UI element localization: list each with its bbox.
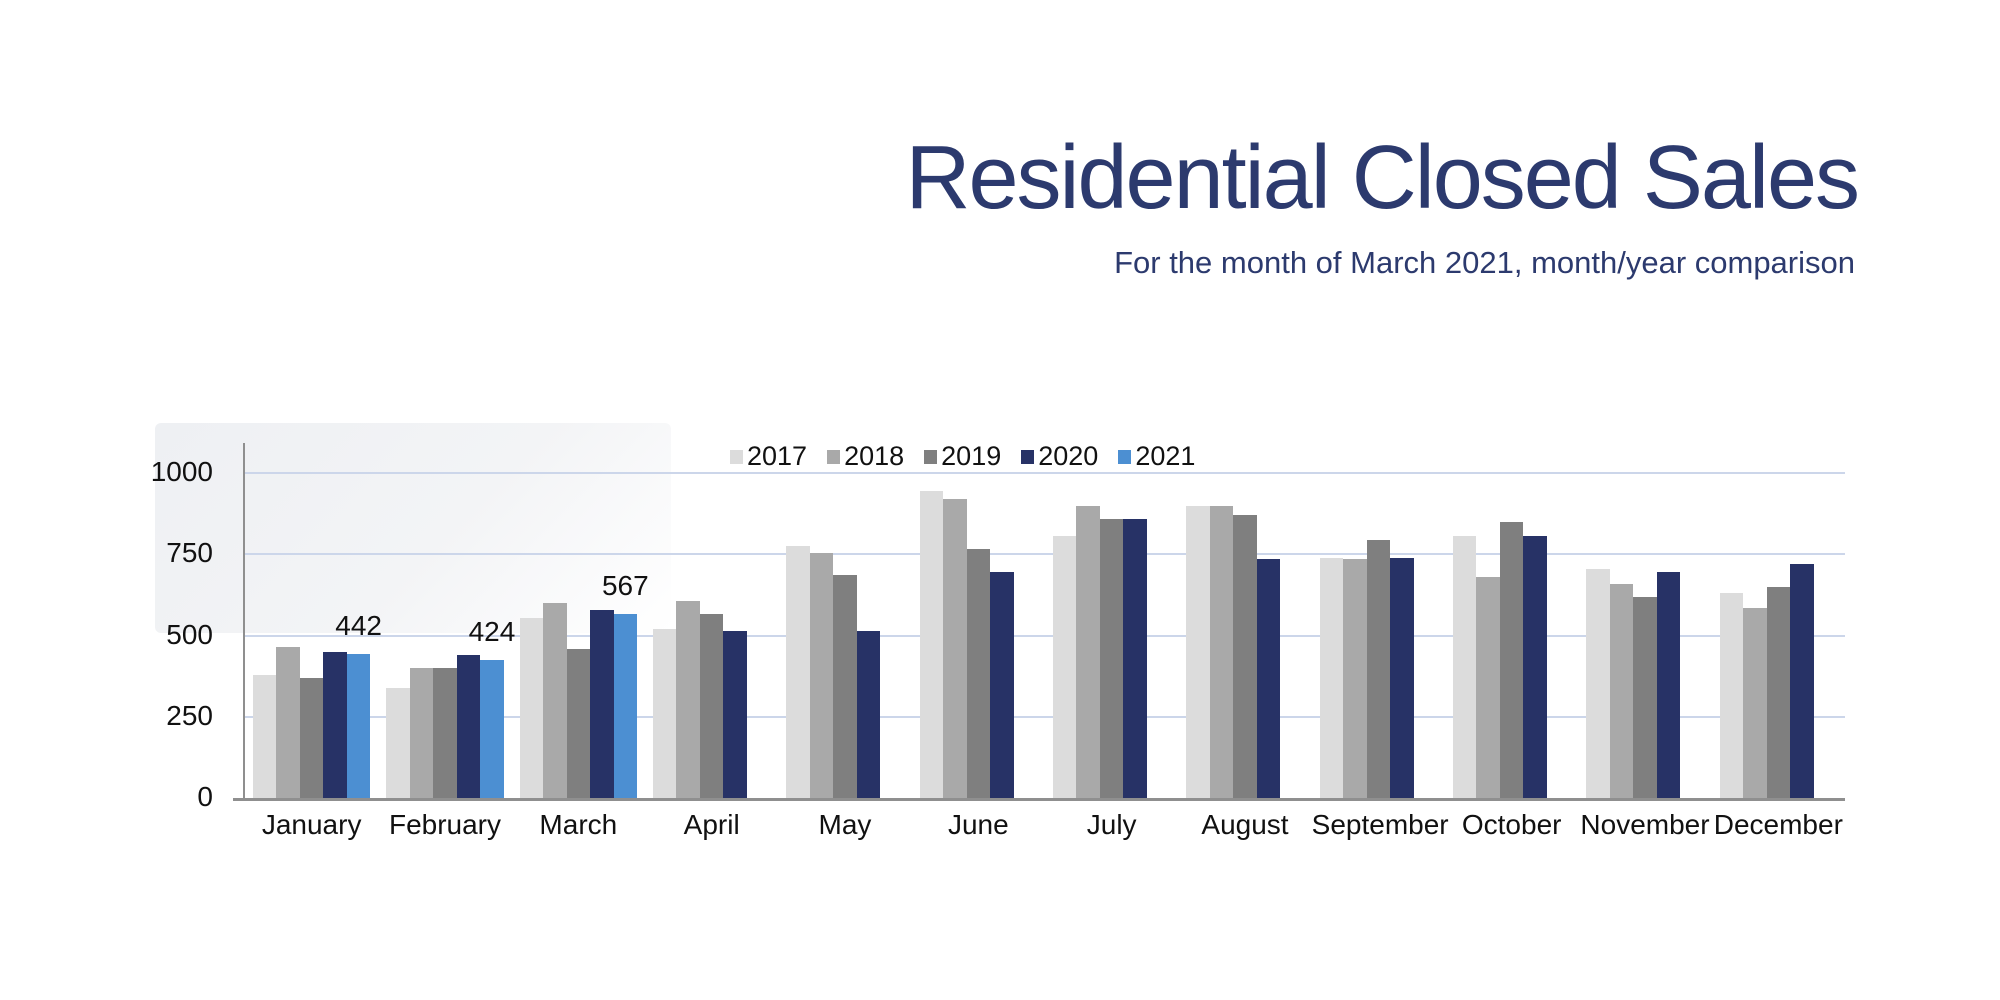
- legend-swatch-2019: [924, 449, 938, 464]
- bar-2018-may: [809, 552, 834, 798]
- bar-2019-april: [699, 614, 724, 798]
- bar-2018-september: [1343, 559, 1367, 798]
- bar-2018-november: [1609, 583, 1634, 798]
- legend-label-2019: 2019: [941, 441, 1002, 471]
- bar-2017-july: [1052, 536, 1077, 798]
- bar-2020-november: [1656, 572, 1681, 798]
- x-axis-label-march: March: [539, 809, 618, 840]
- legend-swatch-2017: [730, 449, 743, 464]
- bar-2019-may: [833, 575, 857, 798]
- bar-2019-december: [1766, 586, 1791, 798]
- bar-2021-february: [480, 660, 504, 798]
- bar-2020-january: [323, 651, 347, 798]
- bar-2020-september: [1390, 557, 1414, 798]
- bar-2020-april: [723, 630, 747, 798]
- legend-label-2017: 2017: [747, 441, 808, 471]
- x-axis-label-september: September: [1311, 809, 1449, 840]
- legend-item-2017: 2017: [730, 443, 807, 470]
- bar-2021-march: [613, 613, 638, 798]
- bar-2018-june: [943, 499, 967, 798]
- bar-2020-october: [1523, 536, 1547, 798]
- bar-2017-november: [1586, 568, 1610, 798]
- bar-2019-july: [1099, 518, 1124, 798]
- bar-2017-february: [386, 687, 410, 798]
- y-axis-label-250: 250: [166, 699, 213, 731]
- gridline-250: [245, 715, 1845, 718]
- bar-2018-august: [1209, 505, 1234, 798]
- legend-item-2020: 2020: [1021, 443, 1098, 470]
- bar-2018-july: [1076, 505, 1100, 798]
- bar-2018-february: [409, 668, 434, 798]
- data-label-february-2021: 424: [468, 616, 516, 648]
- bar-2018-december: [1743, 607, 1767, 798]
- legend-label-2018: 2018: [844, 441, 905, 471]
- bar-2019-october: [1499, 521, 1524, 798]
- bar-2017-march: [519, 617, 544, 798]
- bar-2017-january: [252, 674, 277, 798]
- bar-2018-april: [676, 601, 700, 798]
- page-title: Residential Closed Sales: [905, 128, 1860, 228]
- page-subtitle: For the month of March 2021, month/year …: [1114, 245, 1855, 280]
- bar-2017-june: [919, 490, 944, 798]
- bar-2018-october: [1476, 577, 1500, 798]
- bar-2021-january: [346, 654, 371, 798]
- legend-item-2021: 2021: [1118, 443, 1195, 470]
- bar-2017-september: [1319, 557, 1344, 798]
- bar-2017-april: [652, 629, 677, 798]
- legend-swatch-2020: [1021, 449, 1035, 464]
- chart-legend: 2017 2018 2019 2020 2021: [730, 443, 1195, 470]
- bar-2019-january: [299, 677, 324, 798]
- bar-2018-march: [543, 603, 567, 798]
- gridline-1000: [245, 472, 1845, 474]
- x-axis-label-august: August: [1201, 809, 1289, 840]
- legend-item-2018: 2018: [827, 443, 904, 470]
- y-axis-label-500: 500: [166, 618, 213, 650]
- legend-label-2020: 2020: [1038, 441, 1099, 471]
- bar-2019-june: [966, 549, 991, 798]
- legend-item-2019: 2019: [924, 443, 1001, 470]
- x-axis-label-january: January: [261, 809, 362, 840]
- bar-2019-february: [433, 668, 457, 798]
- x-axis-label-december: December: [1713, 809, 1843, 840]
- legend-label-2021: 2021: [1135, 441, 1196, 471]
- x-axis-label-may: May: [818, 809, 872, 840]
- bar-2020-december: [1790, 564, 1814, 798]
- x-axis-label-november: November: [1580, 809, 1710, 840]
- y-axis-label-750: 750: [166, 537, 213, 569]
- x-axis-label-april: April: [683, 809, 740, 840]
- data-label-january-2021: 442: [335, 610, 382, 642]
- background-shadow-box: [155, 423, 671, 633]
- bar-2019-august: [1233, 515, 1257, 798]
- y-axis-label-1000: 1000: [150, 456, 213, 487]
- gridline-500: [245, 634, 1845, 637]
- bar-2019-march: [566, 648, 591, 798]
- plot-area: 442 424 567 0 250 500 750 1000 January February…: [151, 443, 1845, 840]
- bar-2018-january: [276, 646, 300, 798]
- bar-2020-august: [1256, 559, 1281, 798]
- x-axis-label-february: February: [388, 809, 502, 840]
- bar-2020-march: [590, 609, 614, 798]
- bar-2020-may: [856, 630, 881, 798]
- y-axis-line: [243, 443, 245, 798]
- x-axis-line: [233, 798, 1845, 801]
- gridline-750: [245, 553, 1845, 556]
- y-axis-label-0: 0: [197, 781, 213, 812]
- bar-2020-july: [1123, 518, 1147, 798]
- bar-2017-october: [1452, 536, 1477, 798]
- bar-2019-november: [1633, 596, 1657, 798]
- legend-swatch-2018: [827, 449, 841, 464]
- bar-2017-may: [786, 546, 810, 798]
- x-axis-label-july: July: [1086, 809, 1137, 840]
- x-axis-label-june: June: [947, 809, 1009, 840]
- data-label-march-2021: 567: [601, 569, 649, 601]
- bar-2017-december: [1719, 593, 1744, 798]
- bar-2020-june: [990, 572, 1014, 798]
- x-axis-label-october: October: [1461, 809, 1562, 840]
- bar-2019-september: [1366, 539, 1391, 798]
- legend-swatch-2021: [1118, 449, 1132, 464]
- bar-2017-august: [1186, 505, 1210, 798]
- bar-2020-february: [456, 655, 481, 798]
